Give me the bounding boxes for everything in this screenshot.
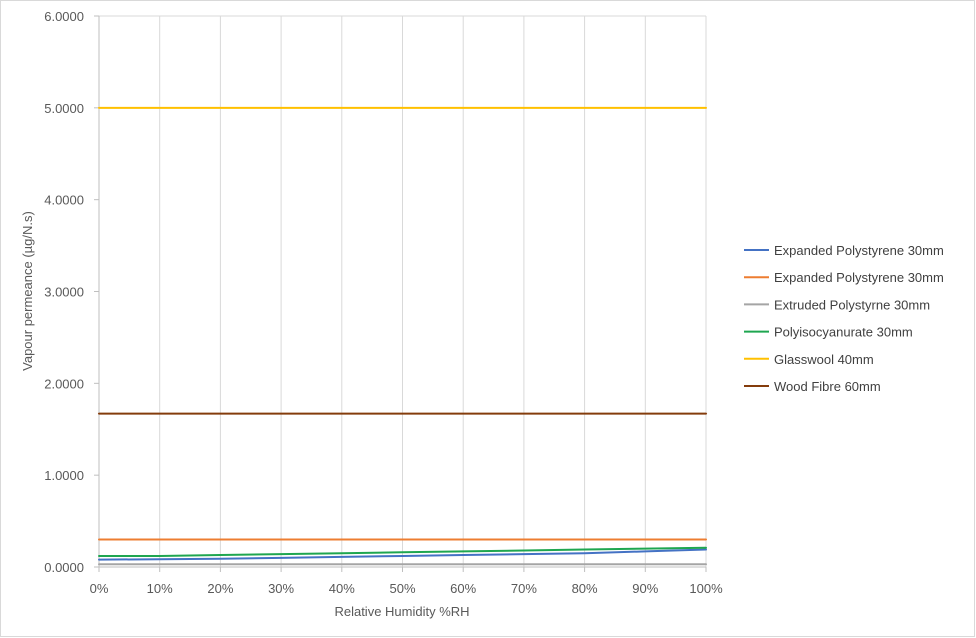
x-tick-label: 50% (389, 581, 415, 596)
series-line-4 (98, 546, 707, 557)
legend-label: Expanded Polystyrene 30mm (774, 270, 944, 285)
legend-label: Polyisocyanurate 30mm (774, 325, 913, 340)
y-axis-title: Vapour permeance (µg/N.s) (20, 211, 35, 371)
x-tick-label: 100% (689, 581, 723, 596)
x-tick-label: 80% (572, 581, 598, 596)
y-tick-label: 2.0000 (44, 376, 84, 391)
axes (94, 15, 707, 572)
y-tick-label: 0.0000 (44, 560, 84, 575)
x-tick-label: 70% (511, 581, 537, 596)
x-tick-label: 30% (268, 581, 294, 596)
x-axis-title: Relative Humidity %RH (334, 604, 469, 619)
y-tick-label: 5.0000 (44, 101, 84, 116)
series-line-1 (98, 548, 707, 561)
y-tick-label: 1.0000 (44, 468, 84, 483)
y-tick-label: 6.0000 (44, 9, 84, 24)
x-tick-label: 40% (329, 581, 355, 596)
x-tick-label: 10% (147, 581, 173, 596)
x-tick-label: 20% (207, 581, 233, 596)
legend-label: Extruded Polystyrne 30mm (774, 297, 930, 312)
x-tick-label: 0% (90, 581, 109, 596)
x-tick-label: 90% (632, 581, 658, 596)
legend-label: Expanded Polystyrene 30mm (774, 243, 944, 258)
y-tick-label: 3.0000 (44, 285, 84, 300)
x-tick-label: 60% (450, 581, 476, 596)
series-lines (98, 106, 707, 566)
gridlines (98, 15, 707, 567)
y-tick-label: 4.0000 (44, 193, 84, 208)
legend-label: Wood Fibre 60mm (774, 379, 881, 394)
tick-labels: 0% 10% 20% 30% 40% 50% 60% 70% 80% 90% 100% 0.0000 1… (44, 9, 723, 596)
legend: Expanded Polystyrene 30mm Expanded Polyst… (744, 243, 944, 394)
legend-label: Glasswool 40mm (774, 352, 874, 367)
